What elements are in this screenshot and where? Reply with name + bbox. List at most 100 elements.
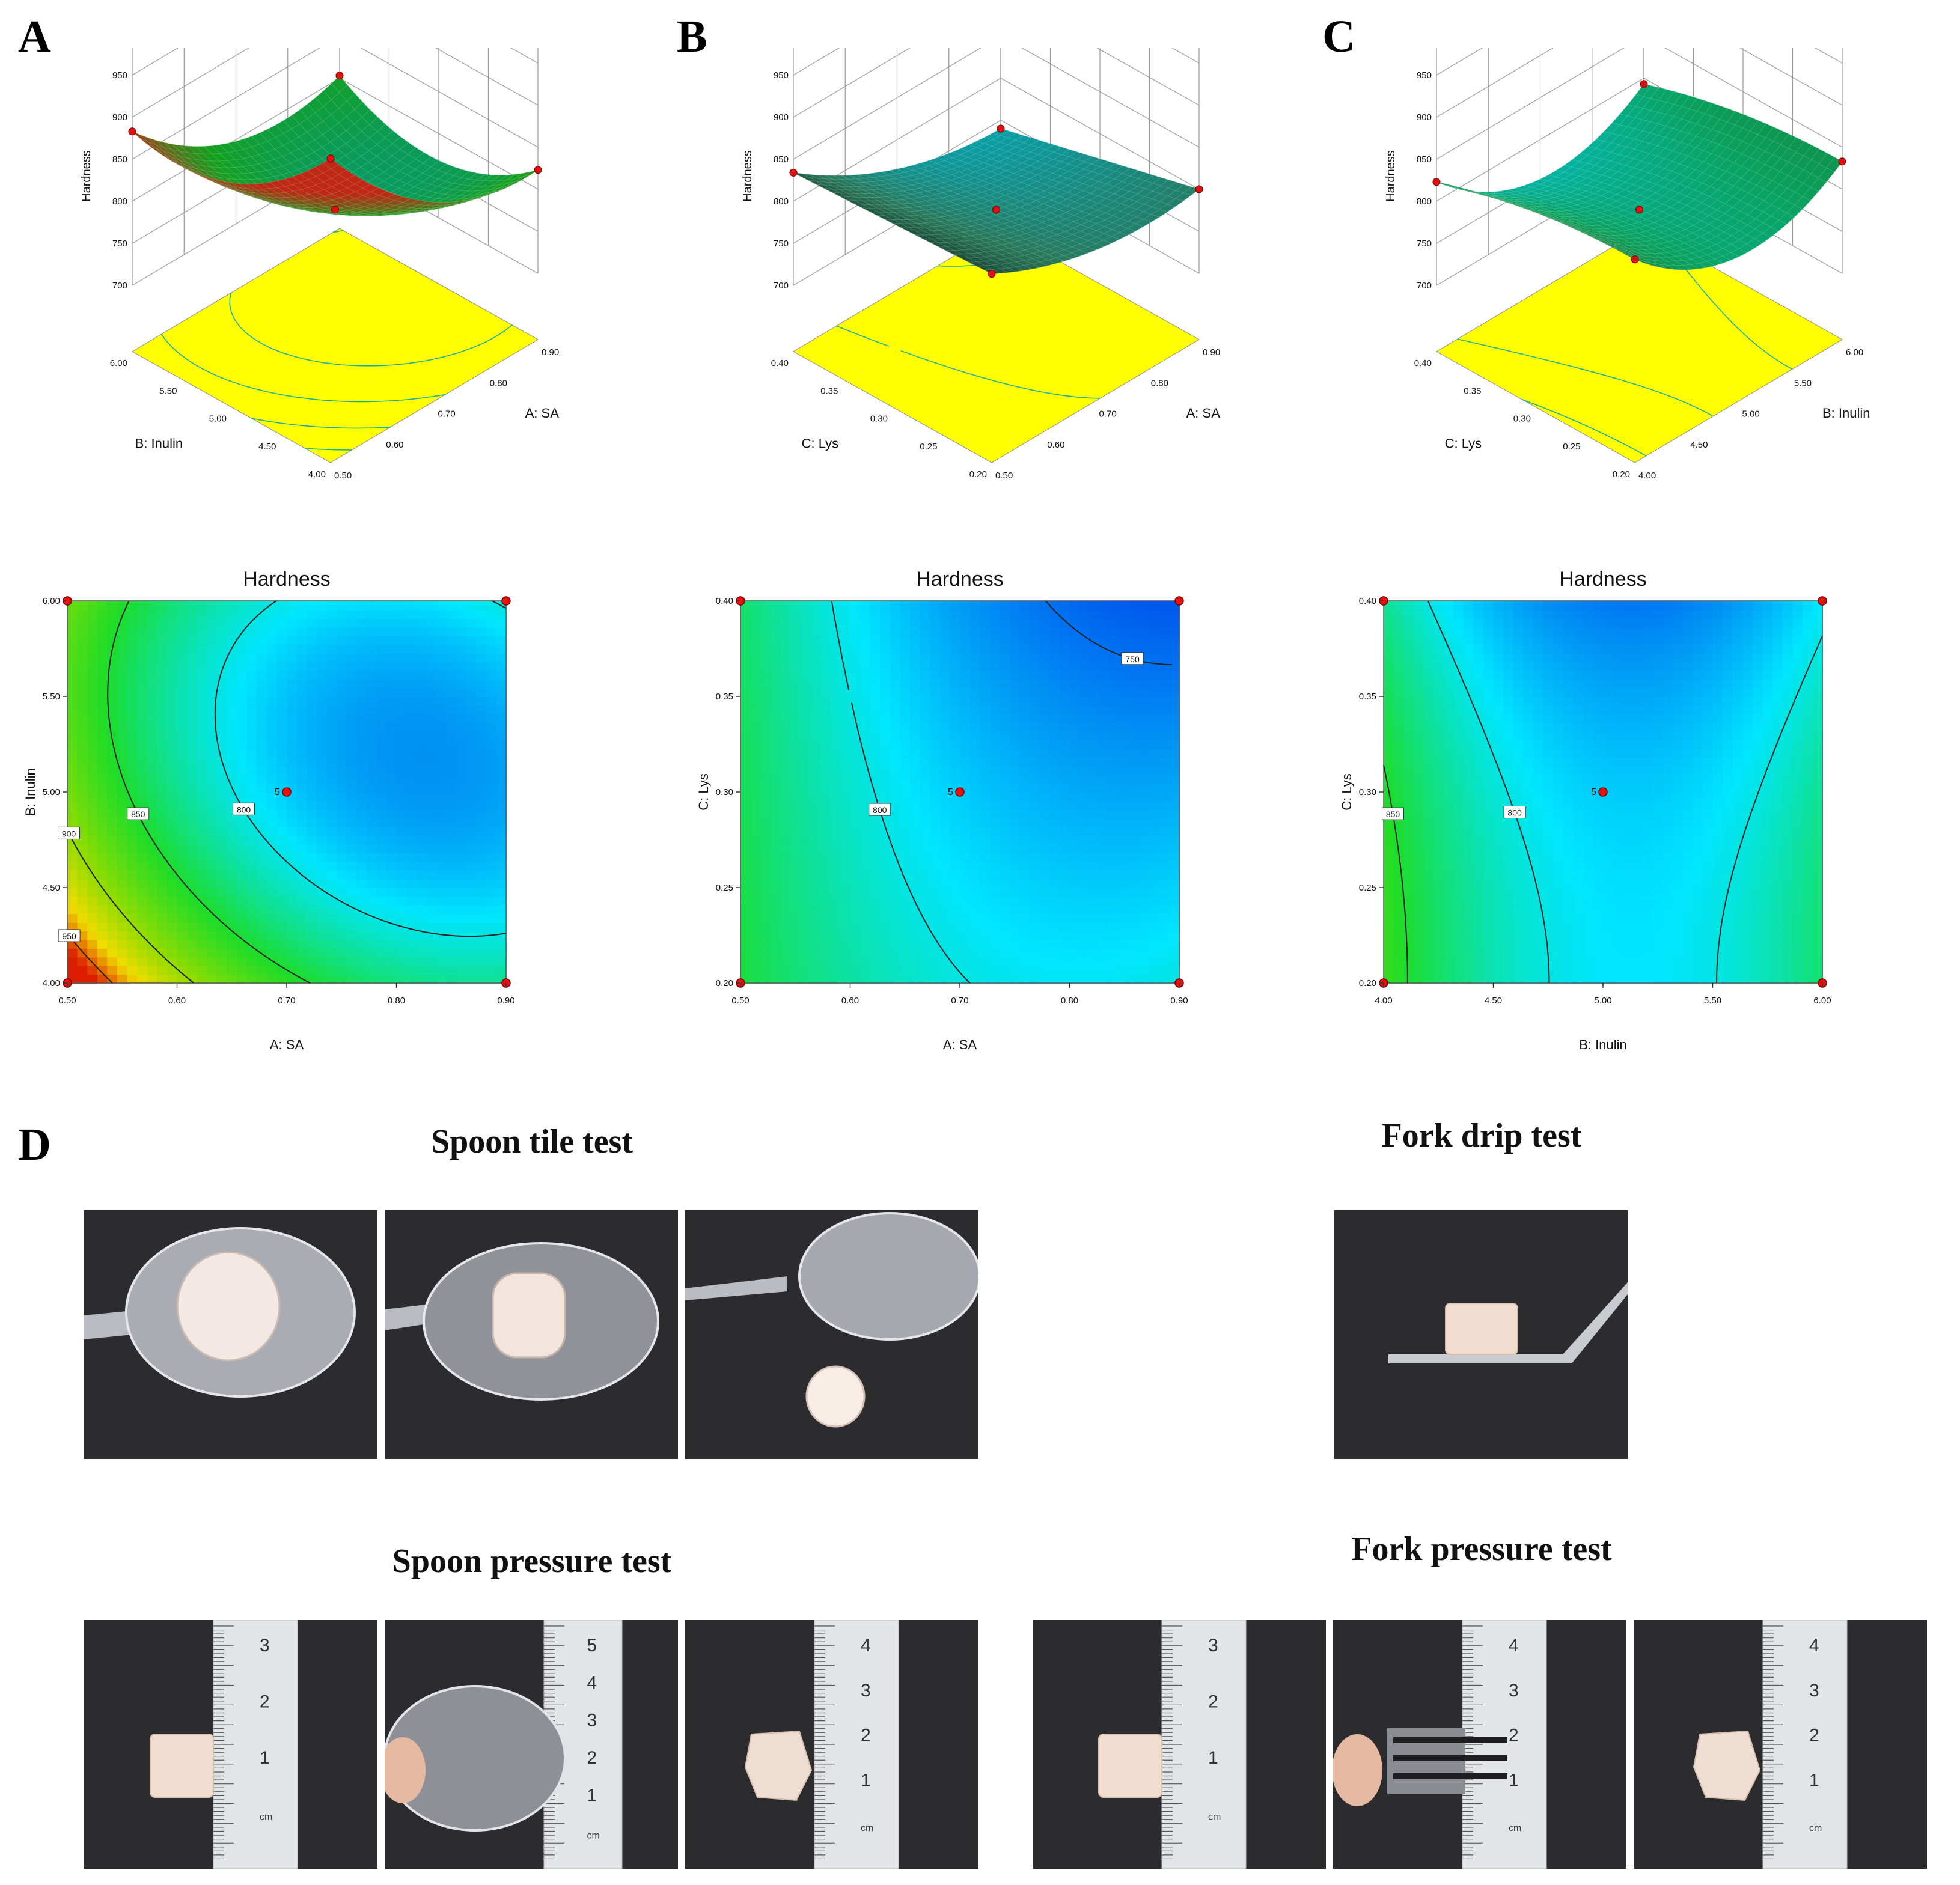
z-tick-label: 700 [774,281,789,291]
photo-spoon-pressure-2: 5 4 3 2 1 cm [385,1620,678,1869]
y-tick-label: 0.40 [1414,358,1432,368]
ruler-number: 3 [587,1711,597,1731]
y-axis-label: C: Lys [1445,436,1482,451]
photo-spoon-tile-1 [84,1210,377,1459]
x-tick-label: 0.60 [1047,440,1064,450]
x-tick-label: 4.00 [1375,996,1392,1006]
y-tick-label: 0.40 [771,358,789,368]
contour-label-800: 800 [233,802,255,815]
x-axis-label: A: SA [943,1037,977,1052]
z-tick-label: 750 [774,239,789,249]
x-tick-label: 0.50 [58,996,76,1006]
ruler-number: 4 [861,1636,871,1655]
floor-contour-800 [229,230,513,367]
ruler-number: cm [260,1812,272,1823]
contour-fill [1384,601,1823,984]
photo-content: 4 3 2 1 cm [685,1620,978,1869]
ruler-number: cm [1208,1812,1221,1823]
contour-title: Hardness [1559,568,1647,591]
y-tick-label: 0.35 [716,692,733,702]
spoon [385,1685,566,1832]
ruler-number: 1 [1208,1748,1218,1768]
x-tick-label: 0.60 [386,440,403,450]
photo-spoon-pressure-3: 4 3 2 1 cm [685,1620,978,1869]
fork [1388,1282,1628,1363]
design-point [1598,787,1608,797]
z-tick-label: 850 [112,154,127,165]
fork-pressure-test-title: Fork pressure test [1351,1530,1612,1568]
design-point [1818,596,1827,606]
food-sample [744,1730,813,1801]
photo-spoon-tile-3 [685,1210,978,1459]
y-tick-label: 0.20 [969,469,987,480]
x-tick-label: 0.80 [1061,996,1078,1006]
x-tick-label: 0.50 [995,470,1013,481]
y-tick-label: 0.30 [1359,787,1376,797]
photo-content: 3 2 1 cm [84,1620,377,1869]
x-axis-label: A: SA [1186,406,1221,421]
y-tick-label: 0.30 [1513,414,1531,424]
surface-floor [131,228,539,463]
design-point [1174,596,1184,606]
y-axis-label: C: Lys [697,773,711,811]
y-axis-label: C: Lys [1340,773,1354,811]
z-tick-label: 800 [112,196,127,207]
contour-label-800: 800 [1503,806,1526,818]
contour-label-950: 950 [58,929,81,942]
svg-text:850: 850 [131,809,145,819]
surface-design-point [1635,206,1643,214]
y-tick-label: 0.25 [920,442,937,452]
design-point [955,787,965,797]
ruler-number: 3 [1509,1681,1519,1701]
x-tick-label: 5.00 [1594,996,1611,1006]
panel-letter-c: C [1322,11,1355,62]
contour-title: Hardness [243,568,331,591]
ruler-number: 2 [587,1748,597,1768]
y-tick-label: 0.30 [870,414,888,424]
food-sample [1445,1303,1518,1355]
ruler-number: 1 [1809,1770,1819,1790]
x-tick-label: 5.50 [1704,996,1721,1006]
ruler-number: cm [1509,1823,1521,1833]
ruler-number: cm [587,1831,600,1841]
z-tick-label: 750 [112,239,127,249]
y-axis-label: C: Lys [802,436,839,451]
floor-contour-950 [305,448,352,451]
photo-fork-drip [1334,1210,1628,1459]
contour-label-850: 850 [1381,807,1404,820]
x-tick-label: 0.60 [168,996,186,1006]
panel-letter-d: D [18,1119,51,1170]
z-tick-label: 900 [774,112,789,123]
surface-plot-c: 7007508008509009501000Hardness4.004.505.… [1384,48,1870,481]
x-tick-label: 0.50 [334,470,352,481]
floor-contour-850 [160,333,446,403]
photo-content [1334,1210,1628,1459]
photo-fork-pressure-2: 4 3 2 1 cm [1333,1620,1626,1869]
z-axis-label: Hardness [80,150,93,202]
food-sample [176,1251,281,1362]
z-axis-label: Hardness [741,150,754,202]
ruler-number: 3 [260,1636,270,1655]
ruler-number: 4 [587,1673,597,1693]
photo-content: 3 2 1 cm [1033,1620,1326,1869]
ruler-number: 4 [1809,1636,1819,1655]
z-tick-label: 850 [1417,154,1432,165]
x-tick-label: 0.70 [438,409,456,419]
photo-spoon-pressure-1: 3 2 1 cm [84,1620,377,1869]
x-tick-label: 0.50 [731,996,749,1006]
y-tick-label: 4.00 [308,469,326,480]
x-tick-label: 0.80 [388,996,405,1006]
x-tick-label: 5.50 [1794,378,1812,388]
surface-design-point [997,124,1005,133]
x-tick-label: 4.50 [1485,996,1502,1006]
fork-drip-test-title: Fork drip test [1381,1117,1582,1154]
contour-label-900: 900 [58,826,81,839]
contour-plot-a: Hardness 800 850 900 950 5 0.50 0.60 0.70 0.80 0.9… [24,568,515,1052]
x-tick-label: 4.50 [1690,440,1708,450]
ruler-number: 1 [260,1748,270,1768]
z-tick-label: 850 [774,154,789,165]
y-tick-label: 5.50 [43,692,60,702]
contour-fill [740,601,1180,984]
spoon-tile-test-title: Spoon tile test [431,1123,633,1160]
finger [1333,1734,1382,1806]
